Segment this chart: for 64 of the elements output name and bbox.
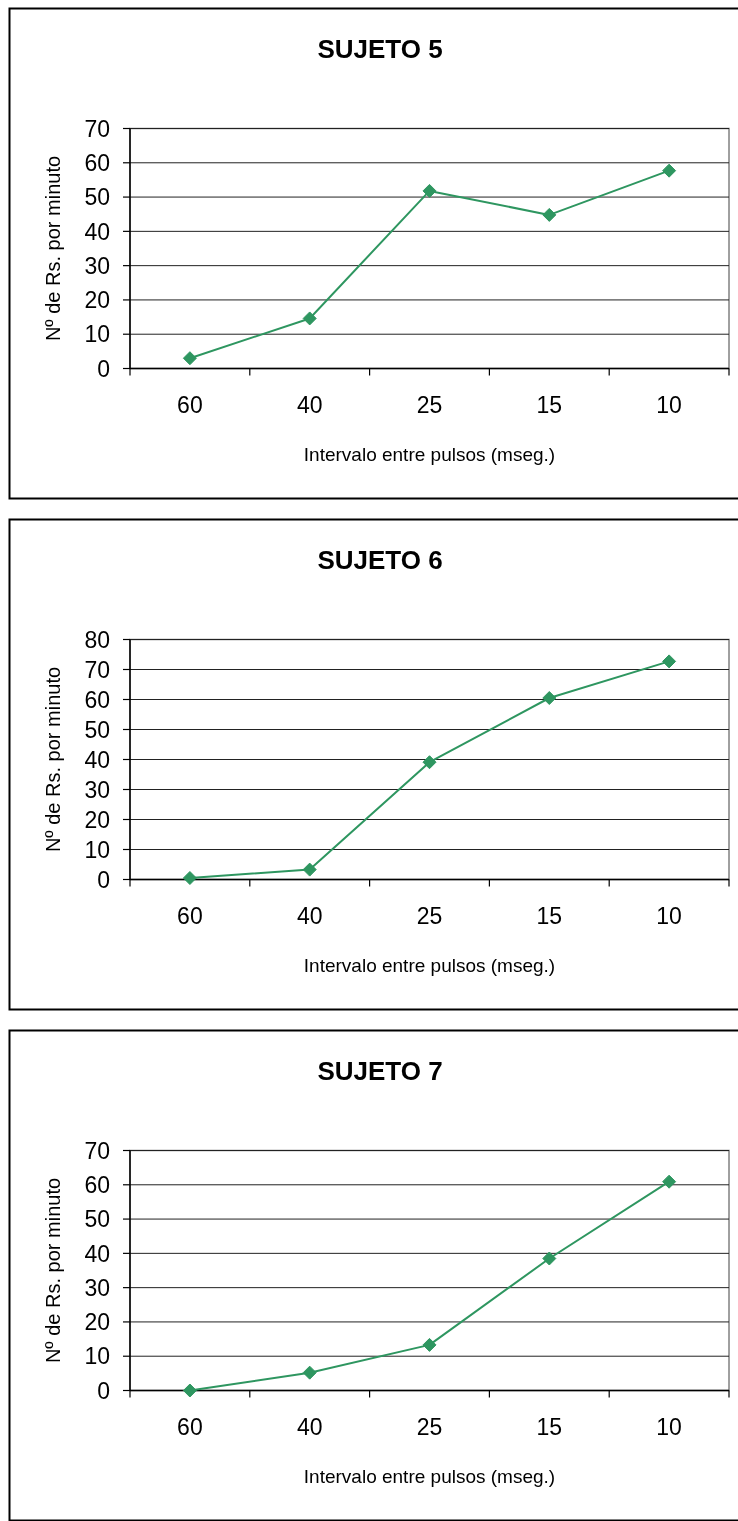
y-axis-title: Nº de Rs. por minuto — [42, 666, 64, 853]
x-tick-label: 10 — [656, 902, 682, 929]
point — [302, 1365, 317, 1380]
point — [662, 1174, 677, 1189]
point — [422, 755, 437, 770]
x-tick-label: 15 — [536, 391, 563, 418]
point — [542, 691, 557, 705]
x-tick-label: 25 — [416, 902, 443, 929]
y-tick-label: 70 — [84, 656, 110, 683]
y-tick-label: 40 — [84, 746, 110, 773]
y-axis-title: Nº de Rs. por minuto — [42, 155, 64, 342]
x-tick-label: 40 — [296, 902, 323, 929]
y-tick-label: 60 — [84, 686, 110, 713]
y-tick-label: 10 — [84, 836, 110, 863]
y-tick-label: 50 — [84, 716, 110, 743]
y-tick-label: 60 — [84, 150, 110, 177]
x-axis-title: Intervalo entre pulsos (mseg.) — [303, 443, 556, 465]
point — [182, 1383, 197, 1398]
y-axis-title: Nº de Rs. por minuto — [42, 1177, 64, 1364]
y-tick-label: 50 — [84, 184, 110, 211]
x-tick-label: 15 — [536, 1413, 563, 1440]
y-tick-label: 40 — [84, 1240, 110, 1267]
point — [542, 207, 557, 222]
y-tick-label: 20 — [84, 806, 110, 833]
point — [302, 311, 317, 326]
y-tick-label: 10 — [84, 321, 110, 348]
y-tick-label: 0 — [97, 355, 110, 382]
x-tick-label: 60 — [177, 1413, 203, 1440]
point — [422, 1337, 437, 1352]
x-tick-label: 15 — [536, 902, 563, 929]
point — [182, 351, 197, 366]
y-tick-label: 80 — [84, 626, 110, 653]
x-tick-label: 25 — [416, 391, 443, 418]
x-tick-label: 10 — [656, 391, 682, 418]
x-tick-label: 40 — [296, 1413, 323, 1440]
x-tick-label: 60 — [177, 902, 203, 929]
y-tick-label: 60 — [84, 1172, 110, 1199]
x-tick-label: 40 — [296, 391, 323, 418]
point — [542, 1251, 557, 1266]
point — [422, 183, 437, 198]
y-tick-label: 30 — [84, 1274, 110, 1301]
x-tick-label: 60 — [177, 391, 203, 418]
y-tick-label: 40 — [84, 218, 110, 245]
y-tick-label: 70 — [84, 115, 110, 142]
point — [302, 862, 317, 877]
y-tick-label: 20 — [84, 1309, 110, 1336]
point — [182, 871, 197, 885]
x-axis-title: Intervalo entre pulsos (mseg.) — [303, 954, 556, 976]
point — [662, 163, 677, 178]
x-tick-label: 10 — [656, 1413, 682, 1440]
y-tick-label: 30 — [84, 252, 110, 279]
y-tick-label: 0 — [97, 866, 110, 893]
chart-title: SUJETO 5 — [317, 34, 443, 64]
chart-title: SUJETO 6 — [317, 545, 443, 575]
point — [662, 654, 677, 669]
chart-title: SUJETO 7 — [317, 1056, 443, 1086]
y-tick-label: 0 — [97, 1377, 110, 1404]
y-tick-label: 70 — [84, 1137, 110, 1164]
y-tick-label: 30 — [84, 776, 110, 803]
y-tick-label: 50 — [84, 1206, 110, 1233]
y-tick-label: 20 — [84, 287, 110, 314]
x-axis-title: Intervalo entre pulsos (mseg.) — [303, 1465, 556, 1487]
x-tick-label: 25 — [416, 1413, 443, 1440]
y-tick-label: 10 — [84, 1343, 110, 1370]
